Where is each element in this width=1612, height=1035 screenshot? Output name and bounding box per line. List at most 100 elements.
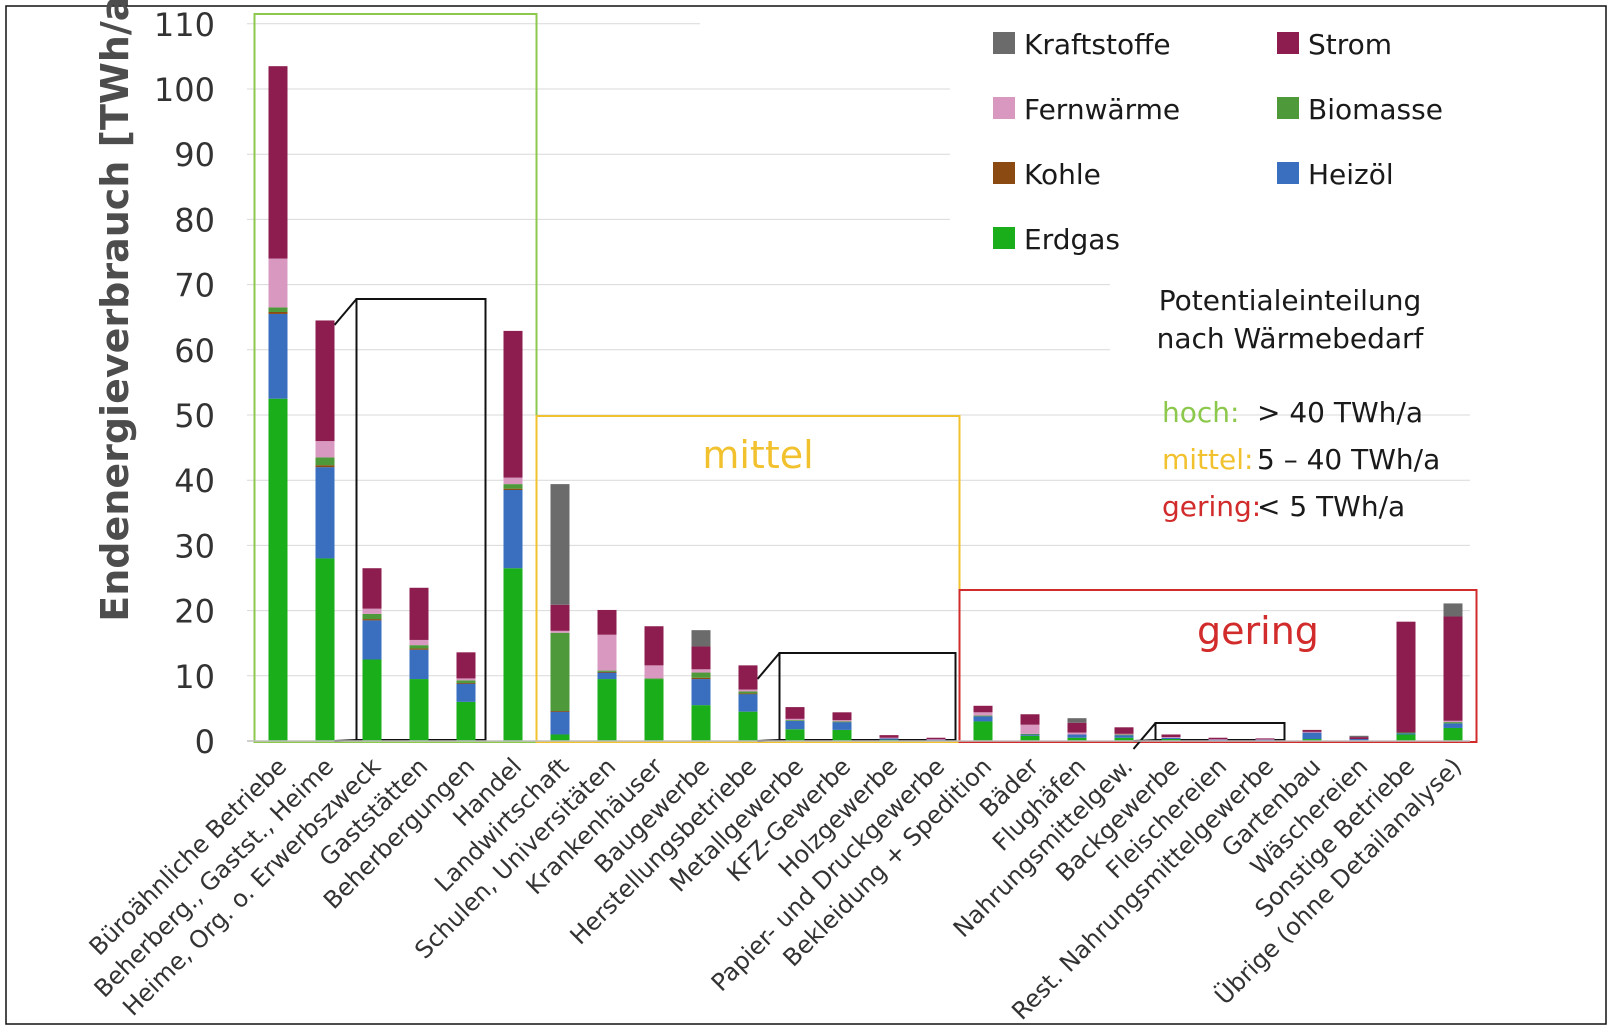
bar-beherberg-gastst-heime-erdgas bbox=[315, 558, 335, 741]
bar-metallgewerbe-fernwarme bbox=[785, 718, 805, 721]
bar-gartenbau-heizol bbox=[1302, 732, 1322, 740]
bar-bekleidung-spedition-strom bbox=[973, 705, 993, 713]
legend-label-heizol: Heizöl bbox=[1308, 158, 1394, 191]
bar-buroahnliche-betriebe-erdgas bbox=[268, 398, 288, 741]
bar-holzgewerbe-strom bbox=[879, 735, 899, 738]
y-tick-label-10: 10 bbox=[174, 658, 215, 696]
bar-sonstige-betriebe-heizol bbox=[1396, 733, 1416, 735]
level-label-hoch: hoch: bbox=[1162, 396, 1239, 429]
group-label-mittel: mittel bbox=[702, 433, 813, 477]
group-label-gering: gering bbox=[1197, 609, 1319, 653]
bar-papier-und-druckgewerbe-fernwarme bbox=[926, 739, 946, 740]
bar-beherbergungen-kohle bbox=[456, 682, 476, 684]
bar-gartenbau-strom bbox=[1302, 729, 1322, 732]
bar-backgewerbe-strom bbox=[1161, 734, 1181, 738]
level-value-mittel: 5 – 40 TWh/a bbox=[1257, 443, 1440, 476]
bar-heime-org-o-erwerbszweck-kohle bbox=[362, 619, 382, 621]
legend-swatch-erdgas bbox=[993, 227, 1015, 249]
bar-gaststatten-kohle bbox=[409, 648, 429, 650]
legend-label-erdgas: Erdgas bbox=[1024, 223, 1120, 256]
y-tick-label-30: 30 bbox=[174, 527, 215, 565]
bar-ubrige-ohne-detailanalyse-strom bbox=[1443, 616, 1463, 721]
bar-heime-org-o-erwerbszweck-biomasse bbox=[362, 613, 382, 620]
level-value-gering: < 5 TWh/a bbox=[1257, 490, 1405, 523]
bar-waschereien-heizol bbox=[1349, 739, 1369, 741]
bar-bader-erdgas bbox=[1020, 735, 1040, 741]
bar-flughafen-heizol bbox=[1067, 734, 1087, 738]
bar-landwirtschaft-kraftstoffe bbox=[550, 484, 570, 605]
bar-ubrige-ohne-detailanalyse-fernwarme bbox=[1443, 720, 1463, 723]
bar-handel-fernwarme bbox=[503, 477, 523, 485]
zoom-box-beherberg-connector-top bbox=[333, 298, 358, 326]
bar-beherberg-gastst-heime-heizol bbox=[315, 467, 335, 559]
bar-buroahnliche-betriebe-fernwarme bbox=[268, 258, 288, 308]
bar-beherberg-gastst-heime-fernwarme bbox=[315, 441, 335, 458]
bar-handel-kohle bbox=[503, 488, 523, 490]
bar-bader-heizol bbox=[1020, 734, 1040, 736]
legend-label-biomasse: Biomasse bbox=[1308, 93, 1443, 126]
bar-bader-fernwarme bbox=[1020, 724, 1040, 734]
bar-schulen-universitaten-erdgas bbox=[597, 679, 617, 741]
bar-flughafen-fernwarme bbox=[1067, 732, 1087, 735]
bar-gaststatten-erdgas bbox=[409, 679, 429, 741]
legend-label-kohle: Kohle bbox=[1024, 158, 1101, 191]
y-tick-label-50: 50 bbox=[174, 397, 215, 435]
bar-metallgewerbe-erdgas bbox=[785, 729, 805, 741]
bar-beherberg-gastst-heime-strom bbox=[315, 320, 335, 442]
bar-nahrungsmittelgew-fernwarme bbox=[1114, 733, 1134, 735]
bar-gaststatten-heizol bbox=[409, 649, 429, 680]
bar-bader-strom bbox=[1020, 714, 1040, 725]
bar-bekleidung-spedition-biomasse bbox=[973, 715, 993, 717]
bar-landwirtschaft-heizol bbox=[550, 711, 570, 735]
bar-baugewerbe-kohle bbox=[691, 677, 711, 680]
group-box-mittel bbox=[535, 415, 961, 743]
bar-ubrige-ohne-detailanalyse-erdgas bbox=[1443, 727, 1463, 741]
bar-fleischereien-strom bbox=[1208, 737, 1228, 740]
bar-landwirtschaft-biomasse bbox=[550, 632, 570, 712]
bar-schulen-universitaten-heizol bbox=[597, 672, 617, 680]
bar-beherbergungen-strom bbox=[456, 652, 476, 679]
bar-fleischereien-heizol bbox=[1208, 739, 1228, 741]
bar-sonstige-betriebe-strom bbox=[1396, 621, 1416, 733]
bar-beherbergungen-heizol bbox=[456, 683, 476, 702]
bar-rest-nahrungsmittelgewerbe-heizol bbox=[1255, 739, 1275, 741]
bar-gartenbau-fernwarme bbox=[1302, 731, 1322, 733]
bar-heime-org-o-erwerbszweck-strom bbox=[362, 568, 382, 609]
bar-holzgewerbe-fernwarme bbox=[879, 737, 899, 739]
bar-buroahnliche-betriebe-kohle bbox=[268, 311, 288, 314]
bar-flughafen-erdgas bbox=[1067, 737, 1087, 741]
bar-krankenhauser-biomasse bbox=[644, 678, 664, 680]
bar-herstellungsbetriebe-strom bbox=[738, 665, 758, 690]
level-label-gering: gering: bbox=[1162, 490, 1261, 523]
bar-nahrungsmittelgew-heizol bbox=[1114, 735, 1134, 738]
bar-herstellungsbetriebe-biomasse bbox=[738, 691, 758, 694]
bar-waschereien-strom bbox=[1349, 737, 1369, 740]
y-tick-label-80: 80 bbox=[174, 201, 215, 239]
annotations: mittel gering Potentialeinteilung nach Wärm… bbox=[702, 284, 1440, 653]
bar-ubrige-ohne-detailanalyse-heizol bbox=[1443, 723, 1463, 728]
bar-nahrungsmittelgew-strom bbox=[1114, 727, 1134, 734]
bar-kfz-gewerbe-strom bbox=[832, 712, 852, 721]
zoom-box-herstellung-frame bbox=[778, 652, 957, 741]
legend-swatch-fernwarme bbox=[993, 97, 1015, 119]
y-tick-label-20: 20 bbox=[174, 593, 215, 631]
legend-label-kraftstoffe: Kraftstoffe bbox=[1024, 28, 1171, 61]
bar-beherbergungen-fernwarme bbox=[456, 678, 476, 681]
legend-heading-line2: nach Wärmebedarf bbox=[1157, 322, 1425, 355]
legend-swatch-heizol bbox=[1277, 162, 1299, 184]
bar-backgewerbe-heizol bbox=[1161, 737, 1181, 740]
legend-heading-line1: Potentialeinteilung bbox=[1159, 284, 1421, 317]
bar-handel-strom bbox=[503, 330, 523, 478]
bar-gartenbau-erdgas bbox=[1302, 739, 1322, 741]
bar-sonstige-betriebe-erdgas bbox=[1396, 734, 1416, 741]
bar-beherberg-gastst-heime-kohle bbox=[315, 465, 335, 468]
bar-rest-nahrungsmittelgewerbe-fernwarme bbox=[1255, 739, 1275, 740]
bar-ubrige-ohne-detailanalyse-kraftstoffe bbox=[1443, 603, 1463, 617]
bar-heime-org-o-erwerbszweck-heizol bbox=[362, 620, 382, 660]
y-tick-label-60: 60 bbox=[174, 332, 215, 370]
bar-kfz-gewerbe-biomasse bbox=[832, 721, 852, 723]
bar-heime-org-o-erwerbszweck-fernwarme bbox=[362, 608, 382, 614]
bar-heime-org-o-erwerbszweck-erdgas bbox=[362, 659, 382, 741]
bar-krankenhauser-erdgas bbox=[644, 679, 664, 741]
